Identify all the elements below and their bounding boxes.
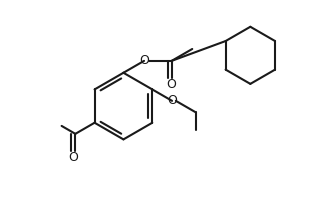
Text: O: O (167, 78, 177, 90)
Text: O: O (167, 94, 177, 107)
Text: O: O (139, 54, 149, 67)
Text: O: O (68, 150, 78, 163)
